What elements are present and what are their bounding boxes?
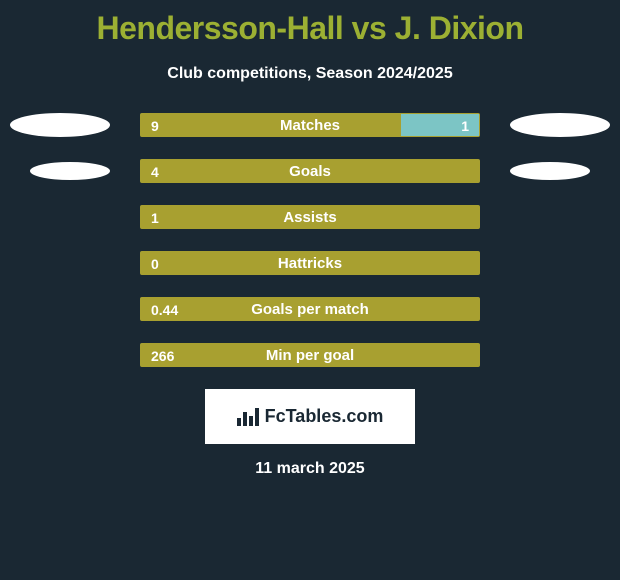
stat-row: 266Min per goal — [0, 343, 620, 367]
stat-bar: 266Min per goal — [140, 343, 480, 367]
stat-bar: 4Goals — [140, 159, 480, 183]
stat-row: 0.44Goals per match — [0, 297, 620, 321]
logo-box: FcTables.com — [205, 389, 415, 444]
player-left-ellipse — [10, 113, 110, 137]
stat-bar: 91Matches — [140, 113, 480, 137]
subtitle: Club competitions, Season 2024/2025 — [0, 65, 620, 83]
stat-bar: 0Hattricks — [140, 251, 480, 275]
stat-row: 0Hattricks — [0, 251, 620, 275]
stat-bar: 0.44Goals per match — [140, 297, 480, 321]
stats-rows: 91Matches 4Goals 1Assists 0Hattricks 0.44Goa… — [0, 113, 620, 367]
date-text: 11 march 2025 — [0, 460, 620, 478]
stat-label: Assists — [141, 206, 479, 230]
player-left-ellipse — [30, 162, 110, 180]
stat-label: Min per goal — [141, 344, 479, 368]
stat-label: Goals — [141, 160, 479, 184]
player-right-ellipse — [510, 162, 590, 180]
stat-label: Goals per match — [141, 298, 479, 322]
page-title: Hendersson-Hall vs J. Dixion — [0, 0, 620, 47]
stat-row: 4Goals — [0, 159, 620, 183]
bar-chart-icon — [237, 408, 259, 426]
stat-bar: 1Assists — [140, 205, 480, 229]
stat-label: Matches — [141, 114, 479, 138]
stat-label: Hattricks — [141, 252, 479, 276]
stat-row: 91Matches — [0, 113, 620, 137]
logo-text: FcTables.com — [265, 406, 384, 427]
stat-row: 1Assists — [0, 205, 620, 229]
player-right-ellipse — [510, 113, 610, 137]
